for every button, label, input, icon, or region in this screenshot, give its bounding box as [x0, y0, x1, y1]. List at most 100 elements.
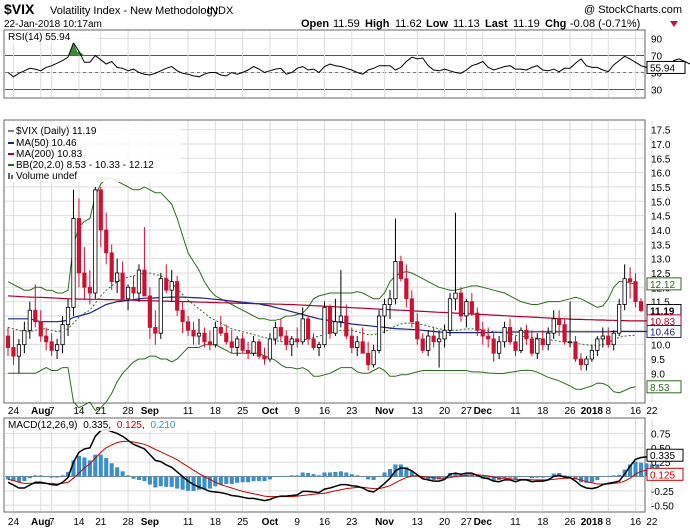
price-tick-label: 16.0: [651, 169, 671, 180]
rsi-overbought-fill: [68, 42, 79, 56]
x-tick-label: 23: [346, 517, 358, 528]
candle-body: [213, 327, 218, 346]
x-tick-label: Dec: [474, 517, 493, 528]
macd-histogram-bar: [420, 476, 425, 479]
macd-histogram-bar: [202, 476, 207, 490]
macd-histogram-bar: [76, 455, 81, 477]
x-tick-label: 25: [237, 406, 249, 417]
candle-body: [409, 298, 414, 323]
candle-body: [491, 338, 496, 354]
candle-body: [393, 261, 398, 300]
x-tick-label: 11: [510, 406, 521, 417]
macd-histogram-bar: [491, 476, 496, 481]
macd-histogram-bar: [377, 475, 382, 477]
macd-histogram-bar: [486, 476, 491, 480]
x-tick-label: 11: [510, 517, 521, 528]
candle-body: [202, 332, 207, 343]
macd-histogram-bar: [120, 471, 125, 477]
price-badge-label: 12.12: [650, 280, 675, 291]
candle-body: [131, 286, 136, 294]
price-tick-labels: 17.5 17.0 16.5 16.0 15.5 15.0 14.5 14.0 13.5 13.0…: [646, 126, 682, 394]
candle-body: [584, 358, 589, 366]
macd-histogram-bar: [409, 471, 414, 477]
macd-histogram-bar: [513, 476, 518, 479]
rsi-tick-label: 70: [651, 52, 663, 63]
macd-histogram-bar: [273, 476, 278, 478]
rsi-last-badge-label: 55.94: [650, 63, 675, 74]
candle-body: [16, 344, 22, 357]
candle-body: [600, 335, 605, 340]
candle-body: [218, 327, 223, 334]
candle-body: [469, 301, 474, 314]
macd-histogram-bar: [87, 460, 92, 477]
candle-body: [420, 338, 425, 351]
candle-body: [229, 341, 234, 348]
macd-histogram-bar: [584, 476, 589, 483]
x-tick-label: 21: [95, 406, 107, 417]
candle-body: [76, 218, 82, 274]
candle-body: [349, 335, 354, 348]
price-tick-label: 9.0: [651, 369, 665, 380]
macd-histogram-bar: [568, 475, 573, 477]
macd-histogram-bar: [638, 462, 644, 477]
x-tick-label: Sep: [141, 406, 159, 417]
x-tick-label: 20: [439, 517, 451, 528]
rsi-tick-labels: 90 70 50 30 55.94: [646, 35, 686, 97]
x-tick-label: Oct: [262, 406, 279, 417]
macd-histogram-bar: [251, 476, 256, 482]
macd-histogram-bar: [344, 472, 349, 477]
price-badge-label: 10.46: [650, 327, 675, 338]
candle-body: [458, 292, 464, 317]
macd-histogram-bar: [355, 475, 360, 477]
candle-body: [398, 261, 403, 280]
candle-body: [529, 338, 534, 354]
macd-histogram-bar: [267, 476, 272, 480]
candle-body: [153, 327, 158, 334]
x-tick-label: 16: [630, 406, 642, 417]
x-tick-label: 22: [646, 406, 658, 417]
macd-plot: [5, 428, 660, 502]
candle-body: [109, 252, 114, 282]
candle-body: [376, 315, 382, 351]
open-label: Open: [301, 18, 329, 30]
candle-body: [306, 318, 311, 340]
price-badge: [646, 324, 682, 338]
macd-histogram-bar: [98, 454, 103, 477]
candle-body: [366, 352, 371, 366]
price-panel-frame: [3, 119, 646, 404]
candle-body: [11, 347, 16, 357]
x-tick-label: 27: [461, 406, 473, 417]
macd-histogram-bar: [617, 474, 622, 477]
price-badge: [646, 380, 682, 394]
macd-histogram-bar: [164, 476, 169, 487]
x-tick-label: 20: [439, 406, 451, 417]
macd-histogram-bar: [507, 476, 513, 478]
price-tick-label: 17.5: [651, 126, 671, 137]
candle-body: [344, 315, 349, 337]
macd-histogram-bar: [524, 476, 529, 478]
candle-body: [207, 341, 212, 346]
macd-histogram-bar: [65, 471, 71, 477]
macd-histogram-bar: [589, 476, 594, 483]
x-tick-label: Aug: [31, 406, 50, 417]
candle-body: [546, 332, 551, 346]
macd-histogram-bar: [33, 475, 38, 477]
candle-body: [164, 278, 169, 291]
price-tick-label: 14.0: [651, 226, 671, 237]
macd-badge-label: 0.125: [650, 470, 675, 481]
macd-histogram-bar: [300, 472, 305, 477]
candle-body: [87, 286, 92, 294]
candle-body: [284, 335, 289, 346]
rsi-plot: [7, 41, 690, 78]
candle-body: [437, 338, 442, 343]
candle-body: [617, 304, 622, 334]
macd-histogram-bar: [207, 476, 212, 489]
candle-body: [191, 329, 196, 337]
exchange-label: INDX: [207, 5, 234, 17]
candle-body: [387, 298, 393, 305]
macd-histogram-bar: [398, 464, 403, 477]
macd-histogram-bar: [235, 476, 240, 483]
candle-body: [295, 338, 300, 343]
